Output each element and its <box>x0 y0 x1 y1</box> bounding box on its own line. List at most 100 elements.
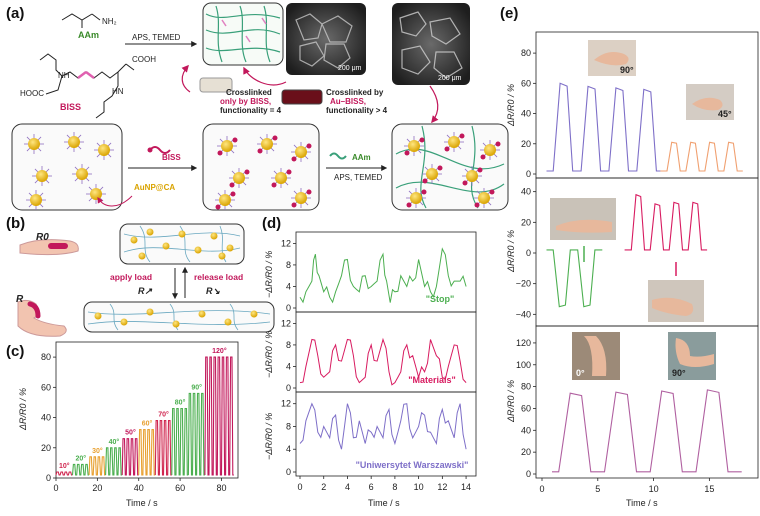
e-series-line <box>546 82 665 172</box>
e-series-line <box>660 141 743 172</box>
sensor-strip-1 <box>48 243 68 249</box>
angle-90-bottom: 90° <box>672 368 686 378</box>
aam-label: AAm <box>78 30 99 40</box>
au-biss-network-box <box>391 123 509 211</box>
d-xtick-label: 14 <box>461 482 471 492</box>
aunp-biss-box <box>202 123 320 211</box>
gold-nanoparticle <box>408 140 420 152</box>
gold-nanoparticle <box>28 138 40 150</box>
chart-c-xlabel: Time / s <box>126 498 158 508</box>
biss-dot <box>462 180 468 186</box>
d-series-line <box>299 402 467 450</box>
r-down-text: R↘ <box>206 286 220 296</box>
gold-nanoparticle <box>219 194 231 206</box>
d-ytick-label: 4 <box>286 281 291 291</box>
aam-molecule-icon <box>329 152 347 160</box>
d-xtick-label: 8 <box>392 482 397 492</box>
c-angle-label: 120° <box>212 347 227 355</box>
chart-d2-ylabel: −ΔR/R0 / % <box>264 331 274 378</box>
biss-dot <box>244 169 250 175</box>
box2-line1: Crosslinked by <box>326 88 384 97</box>
biss-label: BISS <box>60 102 81 112</box>
gold-nanoparticle <box>426 168 438 180</box>
e-xtick-label: 5 <box>595 484 600 494</box>
gold-nanoparticle <box>261 138 273 150</box>
e-ytick-label: 40 <box>521 187 531 197</box>
biss-dot <box>495 141 501 147</box>
chart-c-frame <box>55 341 239 479</box>
c-angle-label: 40° <box>109 438 120 446</box>
photo-wrist-45: 45° <box>686 84 734 120</box>
biss-dot <box>480 154 486 160</box>
c-angle-label: 50° <box>125 429 136 437</box>
aam-label-2: AAm <box>352 153 371 162</box>
gold-nanoparticle <box>221 140 233 152</box>
d-ytick-label: 8 <box>286 421 291 431</box>
biss-dot <box>306 189 312 195</box>
gold-nanoparticle <box>466 170 478 182</box>
panel-b-label: (b) <box>6 215 25 232</box>
r-up-text: R↗ <box>138 286 152 296</box>
d-series-line <box>299 337 467 386</box>
chart-e1-ylabel: ΔR/R0 / % <box>506 84 516 127</box>
c-angle-label: 90° <box>191 383 202 391</box>
biss-dot <box>437 165 443 171</box>
d-ytick-label: 8 <box>286 260 291 270</box>
d-ytick-label: 12 <box>281 399 291 409</box>
gold-nanoparticle <box>68 136 80 148</box>
biss-dot <box>230 191 236 197</box>
gold-nanoparticle <box>448 136 460 148</box>
d-ytick-label: 0 <box>286 383 291 393</box>
c-xtick-label: 80 <box>216 483 226 493</box>
panel-a-label: (a) <box>6 5 24 22</box>
panel-e: (e) 020406080−40−20020400204060801001200… <box>500 5 759 508</box>
c-series-line <box>154 420 172 476</box>
c-xtick-label: 60 <box>175 483 185 493</box>
c-angle-label: 30° <box>92 447 103 455</box>
panel-a: (a) NH₂ AAm NH HN COOH HOOC BISS APS, TE… <box>6 2 509 211</box>
e-series-line <box>546 249 603 308</box>
c-series-line <box>171 407 189 476</box>
d-ytick-label: 8 <box>286 340 291 350</box>
gold-nanoparticle <box>478 192 490 204</box>
biss-dot <box>232 137 238 143</box>
e-ytick-label: 40 <box>521 425 531 435</box>
word-materials: "Materials" <box>408 375 456 385</box>
aps-temed-top: APS, TEMED <box>132 33 181 42</box>
c-series-line <box>71 463 90 476</box>
chart-d-xlabel: Time / s <box>368 498 400 508</box>
gold-nanoparticle <box>233 172 245 184</box>
polymer-chain <box>420 125 427 209</box>
biss-dot <box>421 189 427 195</box>
photo-hand-bent <box>648 280 704 322</box>
gold-nanoparticle <box>98 144 110 156</box>
photo-wrist-90: 90° <box>588 40 636 76</box>
gold-nanoparticle <box>295 192 307 204</box>
panel-d: (d) 0 4 8 12 0 4 8 12 0 4 8 12 0 2 4 6 8 10 12 14 "Stop" "M… <box>262 215 477 508</box>
c-series-line <box>55 471 73 476</box>
hooc-text: HOOC <box>20 89 44 98</box>
biss-dot <box>217 150 223 156</box>
e-xtick-label: 0 <box>539 484 544 494</box>
e-ytick-label: 80 <box>521 48 531 58</box>
e-ytick-label: 0 <box>526 469 531 479</box>
scale-bar-2: 200 μm <box>438 75 462 82</box>
biss-molecule-icon <box>149 146 171 154</box>
word-uniwersytet: "Uniwersytet Warszawski" <box>356 460 469 470</box>
angle-0: 0° <box>576 368 585 378</box>
chart-d1-ylabel: −ΔR/R0 / % <box>264 251 274 298</box>
d-ytick-label: 12 <box>281 238 291 248</box>
gold-nanoparticle <box>484 144 496 156</box>
d-xtick-label: 4 <box>345 482 350 492</box>
chart-d3-ylabel: −ΔR/R0 / % <box>264 413 274 460</box>
angle-45: 45° <box>718 109 732 119</box>
scale-bar-1: 200 μm <box>338 65 362 72</box>
angle-90-top: 90° <box>620 65 634 75</box>
biss-dot <box>291 202 297 208</box>
biss-dot <box>419 137 425 143</box>
biss-label-2: BISS <box>162 153 181 162</box>
biss-dot <box>291 156 297 162</box>
e-ytick-label: 20 <box>521 139 531 149</box>
polymer-chain <box>395 148 505 170</box>
